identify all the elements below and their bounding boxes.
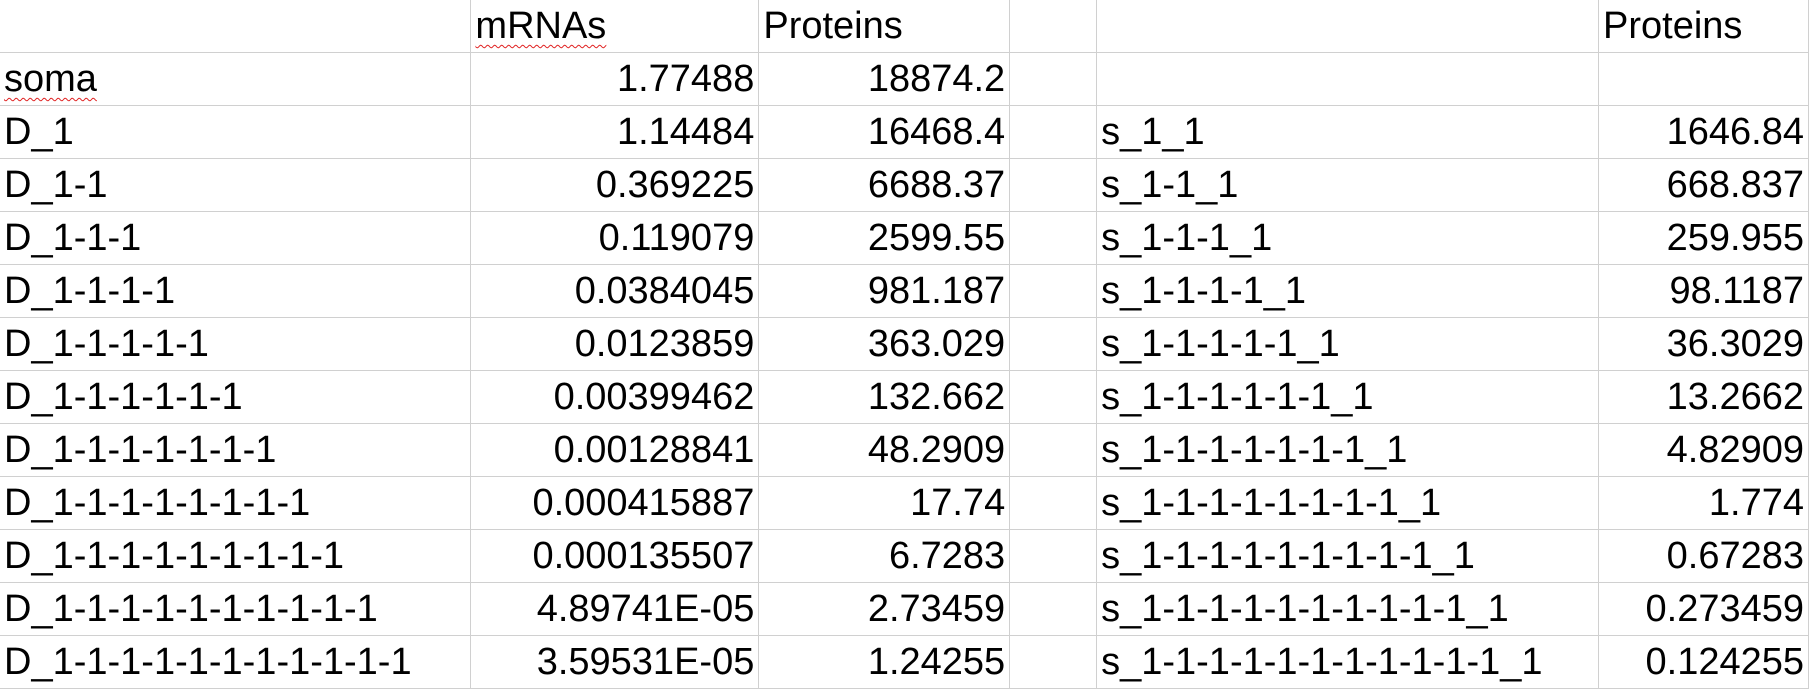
site-protein-value-cell[interactable]: 1646.84 bbox=[1598, 105, 1809, 159]
site-name-cell[interactable]: s_1-1-1-1-1-1-1_1 bbox=[1096, 423, 1600, 477]
protein-value-cell[interactable]: 1.24255 bbox=[758, 635, 1011, 689]
site-name-cell[interactable]: s_1-1-1-1-1-1-1-1_1 bbox=[1096, 476, 1600, 530]
mrna-value-cell[interactable]: 0.000415887 bbox=[470, 476, 760, 530]
header-cell-site-proteins[interactable]: Proteins bbox=[1598, 0, 1809, 53]
site-protein-value-cell[interactable]: 98.1187 bbox=[1598, 264, 1809, 318]
site-name-cell[interactable]: s_1-1_1 bbox=[1096, 158, 1600, 212]
table-row: D_1-1-1-1-1-1-1 0.00128841 48.2909 s_1-1-1-… bbox=[0, 423, 1809, 477]
dendrite-name-cell[interactable]: D_1-1-1-1-1-1-1 bbox=[0, 423, 472, 477]
dendrite-name-cell[interactable]: soma bbox=[0, 52, 472, 106]
empty-cell[interactable] bbox=[1009, 370, 1098, 424]
protein-value-cell[interactable]: 2599.55 bbox=[758, 211, 1011, 265]
header-row: mRNAs Proteins Proteins bbox=[0, 0, 1809, 53]
protein-value-cell[interactable]: 981.187 bbox=[758, 264, 1011, 318]
empty-cell[interactable] bbox=[1009, 105, 1098, 159]
site-name-cell[interactable]: s_1-1-1-1-1-1-1-1-1-1_1 bbox=[1096, 582, 1600, 636]
empty-cell[interactable] bbox=[1009, 635, 1098, 689]
table-row: D_1 1.14484 16468.4 s_1_1 1646.84 bbox=[0, 105, 1809, 159]
empty-cell[interactable] bbox=[1009, 423, 1098, 477]
mrna-value-cell[interactable]: 4.89741E-05 bbox=[470, 582, 760, 636]
site-protein-value-cell[interactable]: 36.3029 bbox=[1598, 317, 1809, 371]
site-protein-value-cell[interactable]: 668.837 bbox=[1598, 158, 1809, 212]
header-mrnas-label: mRNAs bbox=[475, 5, 607, 47]
table-row: D_1-1-1-1-1-1-1-1-1-1-1 3.59531E-05 1.2425… bbox=[0, 635, 1809, 689]
dendrite-name-cell[interactable]: D_1-1-1-1 bbox=[0, 264, 472, 318]
empty-cell[interactable] bbox=[1009, 52, 1098, 106]
mrna-value-cell[interactable]: 1.14484 bbox=[470, 105, 760, 159]
header-cell-mrnas[interactable]: mRNAs bbox=[470, 0, 760, 53]
site-protein-value-cell[interactable]: 13.2662 bbox=[1598, 370, 1809, 424]
table-row: D_1-1-1-1-1-1-1-1 0.000415887 17.74 s_1-1-1… bbox=[0, 476, 1809, 530]
protein-value-cell[interactable]: 18874.2 bbox=[758, 52, 1011, 106]
table-row: soma 1.77488 18874.2 bbox=[0, 52, 1809, 106]
protein-value-cell[interactable]: 16468.4 bbox=[758, 105, 1011, 159]
header-cell-proteins[interactable]: Proteins bbox=[758, 0, 1011, 53]
protein-value-cell[interactable]: 17.74 bbox=[758, 476, 1011, 530]
protein-value-cell[interactable]: 2.73459 bbox=[758, 582, 1011, 636]
site-protein-value-cell[interactable]: 4.82909 bbox=[1598, 423, 1809, 477]
dendrite-name-cell[interactable]: D_1-1-1-1-1-1-1-1-1-1 bbox=[0, 582, 472, 636]
table-row: D_1-1-1 0.119079 2599.55 s_1-1-1_1 259.955 bbox=[0, 211, 1809, 265]
mrna-value-cell[interactable]: 0.369225 bbox=[470, 158, 760, 212]
empty-cell[interactable] bbox=[1009, 582, 1098, 636]
site-name-cell[interactable] bbox=[1096, 52, 1600, 106]
site-name-cell[interactable]: s_1-1-1-1-1-1_1 bbox=[1096, 370, 1600, 424]
site-name-cell[interactable]: s_1-1-1_1 bbox=[1096, 211, 1600, 265]
header-cell-e[interactable] bbox=[1096, 0, 1600, 53]
table-row: D_1-1-1-1-1 0.0123859 363.029 s_1-1-1-1-1_1… bbox=[0, 317, 1809, 371]
empty-cell[interactable] bbox=[1009, 211, 1098, 265]
header-cell-d[interactable] bbox=[1009, 0, 1098, 53]
protein-value-cell[interactable]: 6.7283 bbox=[758, 529, 1011, 583]
soma-label: soma bbox=[4, 58, 97, 100]
site-protein-value-cell[interactable] bbox=[1598, 52, 1809, 106]
site-protein-value-cell[interactable]: 0.124255 bbox=[1598, 635, 1809, 689]
dendrite-name-cell[interactable]: D_1-1-1-1-1-1-1-1-1-1-1 bbox=[0, 635, 472, 689]
mrna-value-cell[interactable]: 3.59531E-05 bbox=[470, 635, 760, 689]
site-name-cell[interactable]: s_1-1-1-1-1-1-1-1-1_1 bbox=[1096, 529, 1600, 583]
site-protein-value-cell[interactable]: 0.273459 bbox=[1598, 582, 1809, 636]
header-cell-a[interactable] bbox=[0, 0, 472, 53]
mrna-value-cell[interactable]: 0.0384045 bbox=[470, 264, 760, 318]
site-name-cell[interactable]: s_1_1 bbox=[1096, 105, 1600, 159]
dendrite-name-cell[interactable]: D_1-1-1-1-1-1-1-1-1 bbox=[0, 529, 472, 583]
mrna-value-cell[interactable]: 0.00128841 bbox=[470, 423, 760, 477]
table-row: D_1-1 0.369225 6688.37 s_1-1_1 668.837 bbox=[0, 158, 1809, 212]
mrna-value-cell[interactable]: 0.119079 bbox=[470, 211, 760, 265]
protein-value-cell[interactable]: 132.662 bbox=[758, 370, 1011, 424]
dendrite-name-cell[interactable]: D_1-1-1-1-1 bbox=[0, 317, 472, 371]
protein-value-cell[interactable]: 48.2909 bbox=[758, 423, 1011, 477]
dendrite-name-cell[interactable]: D_1-1 bbox=[0, 158, 472, 212]
mrna-value-cell[interactable]: 0.00399462 bbox=[470, 370, 760, 424]
empty-cell[interactable] bbox=[1009, 529, 1098, 583]
empty-cell[interactable] bbox=[1009, 476, 1098, 530]
dendrite-name-cell[interactable]: D_1-1-1-1-1-1 bbox=[0, 370, 472, 424]
site-name-cell[interactable]: s_1-1-1-1_1 bbox=[1096, 264, 1600, 318]
mrna-value-cell[interactable]: 0.000135507 bbox=[470, 529, 760, 583]
mrna-value-cell[interactable]: 1.77488 bbox=[470, 52, 760, 106]
table-row: D_1-1-1-1-1-1-1-1-1-1 4.89741E-05 2.73459 s… bbox=[0, 582, 1809, 636]
site-protein-value-cell[interactable]: 1.774 bbox=[1598, 476, 1809, 530]
table-row: D_1-1-1-1-1-1 0.00399462 132.662 s_1-1-1-1-… bbox=[0, 370, 1809, 424]
site-protein-value-cell[interactable]: 0.67283 bbox=[1598, 529, 1809, 583]
mrna-value-cell[interactable]: 0.0123859 bbox=[470, 317, 760, 371]
dendrite-name-cell[interactable]: D_1-1-1-1-1-1-1-1 bbox=[0, 476, 472, 530]
table-row: D_1-1-1-1-1-1-1-1-1 0.000135507 6.7283 s_1-… bbox=[0, 529, 1809, 583]
dendrite-name-cell[interactable]: D_1-1-1 bbox=[0, 211, 472, 265]
site-name-cell[interactable]: s_1-1-1-1-1_1 bbox=[1096, 317, 1600, 371]
table-row: D_1-1-1-1 0.0384045 981.187 s_1-1-1-1_1 98.1… bbox=[0, 264, 1809, 318]
protein-value-cell[interactable]: 6688.37 bbox=[758, 158, 1011, 212]
empty-cell[interactable] bbox=[1009, 264, 1098, 318]
empty-cell[interactable] bbox=[1009, 158, 1098, 212]
site-name-cell[interactable]: s_1-1-1-1-1-1-1-1-1-1-1_1 bbox=[1096, 635, 1600, 689]
empty-cell[interactable] bbox=[1009, 317, 1098, 371]
site-protein-value-cell[interactable]: 259.955 bbox=[1598, 211, 1809, 265]
protein-value-cell[interactable]: 363.029 bbox=[758, 317, 1011, 371]
dendrite-name-cell[interactable]: D_1 bbox=[0, 105, 472, 159]
